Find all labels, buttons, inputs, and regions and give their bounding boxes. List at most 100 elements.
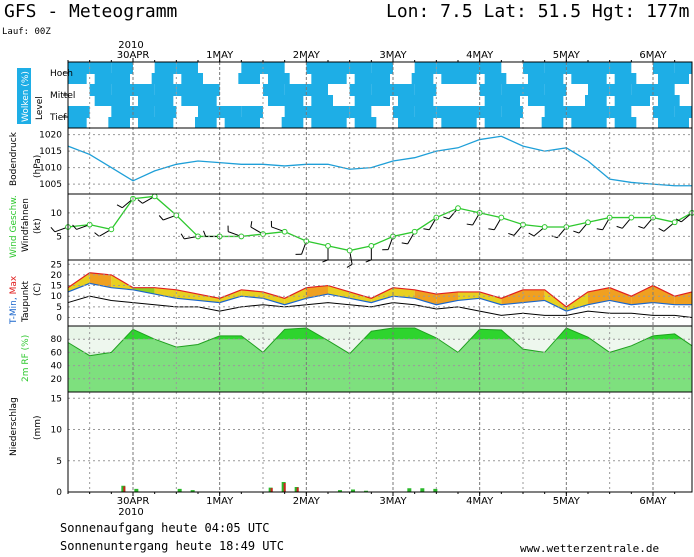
cloud-level-label: Hoch: [50, 69, 73, 79]
cloud-level-label: Tief: [49, 113, 67, 123]
humidity-tick-label: 80: [51, 335, 63, 345]
cloud-cell-mittel: [155, 84, 177, 96]
cloud-cell-hoch: [523, 62, 545, 74]
wind-barb-feather: [51, 227, 55, 232]
location-info: Lon: 7.5 Lat: 51.5 Hgt: 177m: [386, 1, 689, 22]
cloud-cell-hoch: [415, 62, 437, 74]
cloud-cell-hoch: [176, 62, 198, 74]
cloud-cell-mittel: [133, 84, 155, 96]
pressure-tick-label: 1005: [39, 180, 62, 190]
cloud-cell-tief: [325, 117, 347, 128]
precip-unit-label: (mm): [33, 415, 43, 440]
temperature-tick-label: 15: [51, 282, 62, 292]
day-label-bottom: 2MAY: [293, 496, 321, 507]
cloud-cell-hoch: [610, 62, 632, 74]
cloud-cell-hoch: [90, 62, 112, 74]
temperature-tick-label: 10: [51, 292, 63, 302]
cloud-cell-hoch: [181, 73, 203, 84]
cloud-cell-hoch: [412, 73, 434, 84]
cloud-cell-tief: [455, 117, 477, 128]
cloud-cell-tief: [285, 106, 307, 118]
cloud-cell-tief: [415, 106, 437, 118]
model-run: Lauf: 00Z: [2, 27, 51, 37]
cloud-cell-tief: [675, 106, 692, 118]
cloud-cell-mittel: [498, 95, 520, 106]
cloud-cell-mittel: [368, 95, 390, 106]
wind-point: [152, 194, 157, 199]
cloud-cell-mittel: [371, 84, 393, 96]
precip-tick-label: 5: [56, 457, 62, 467]
cloud-cell-hoch: [566, 62, 588, 74]
source-url: www.wetterzentrale.de: [520, 542, 659, 553]
cloud-cell-tief: [545, 106, 567, 118]
cloud-cell-hoch: [108, 73, 130, 84]
wind-barb-feather: [508, 233, 514, 235]
wind-barb-label: Windfahnen: [21, 198, 31, 252]
cloud-cell-tief: [68, 106, 90, 118]
cloud-cell-mittel: [152, 95, 174, 106]
wind-barb-feather: [443, 217, 449, 219]
day-label-bottom: 3MAY: [379, 496, 407, 507]
wind-barb-feather: [638, 226, 644, 228]
cloud-cell-hoch: [155, 62, 177, 74]
wind-line: [68, 196, 692, 250]
cloud-cell-tief: [498, 117, 520, 128]
cloud-cell-mittel: [311, 95, 333, 106]
cloud-level-label: Mittel: [50, 91, 75, 101]
cloud-cell-hoch: [675, 62, 692, 74]
cloud-cell-mittel: [263, 84, 285, 96]
wind-tick-label: 5: [56, 232, 62, 242]
wind-barb-feather: [529, 233, 534, 236]
cloud-cell-hoch: [241, 62, 263, 74]
precip-bar-convective: [297, 488, 299, 493]
humidity-tick-label: 20: [51, 375, 63, 385]
cloud-cell-mittel: [282, 95, 304, 106]
wind-unit-label: (kt): [33, 218, 43, 234]
pressure-unit-label: (hPa): [33, 155, 43, 178]
cloud-cell-tief: [436, 106, 458, 118]
temperature-tick-label: 5: [56, 303, 62, 313]
wind-barb-feather: [467, 224, 473, 225]
cloud-cell-tief: [653, 106, 675, 118]
wind-barb-feather: [117, 205, 122, 208]
cloud-cell-tief: [241, 106, 263, 118]
cloud-cell-tief: [238, 117, 260, 128]
cloud-cell-hoch: [545, 62, 567, 74]
temperature-tick-label: 25: [51, 260, 62, 270]
cloud-cell-hoch: [542, 73, 564, 84]
cloud-cell-mittel: [653, 84, 675, 96]
cloud-cell-mittel: [545, 84, 567, 96]
cloud-cell-tief: [328, 106, 350, 118]
wind-barb-feather: [659, 228, 664, 231]
cloud-cell-hoch: [238, 73, 260, 84]
cloud-axis-label: Wolken (%): [21, 71, 31, 122]
pressure-line: [68, 136, 692, 186]
precip-tick-label: 15: [51, 394, 62, 404]
cloud-cell-tief: [108, 117, 130, 128]
cloud-cell-hoch: [585, 73, 607, 84]
cloud-cell-tief: [542, 117, 564, 128]
cloud-level-title: Level: [35, 96, 45, 120]
precip-bar-convective: [284, 483, 286, 492]
wind-point: [282, 229, 287, 234]
day-label-bottom: 30APR: [117, 496, 150, 507]
cloud-cell-tief: [306, 106, 328, 118]
cloud-cell-mittel: [631, 84, 653, 96]
precip-axis-label: Niederschlag: [9, 397, 19, 456]
cloud-cell-tief: [133, 106, 155, 118]
wind-point: [326, 243, 331, 248]
cloud-cell-hoch: [653, 62, 675, 74]
wind-point: [109, 227, 114, 232]
cloud-cell-hoch: [480, 62, 502, 74]
cloud-cell-tief: [588, 106, 610, 118]
cloud-cell-tief: [412, 117, 434, 128]
cloud-cell-mittel: [585, 95, 607, 106]
cloud-cell-mittel: [501, 84, 523, 96]
day-label-bottom: 1MAY: [206, 496, 234, 507]
day-label-bottom: 6MAY: [639, 496, 667, 507]
cloud-cell-mittel: [588, 84, 610, 96]
cloud-cell-hoch: [672, 73, 689, 84]
day-label-bottom: 4MAY: [466, 496, 494, 507]
wind-point: [369, 243, 374, 248]
